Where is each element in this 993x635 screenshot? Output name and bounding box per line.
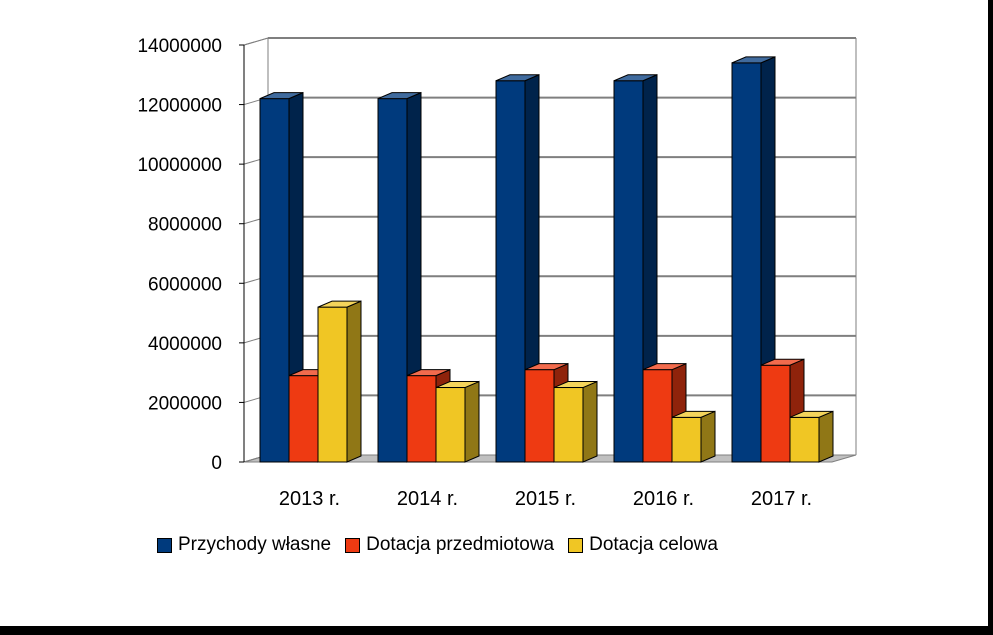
x-tick-label: 2016 r. <box>633 488 694 510</box>
legend-label: Dotacja celowa <box>589 534 718 555</box>
bar <box>731 62 762 463</box>
bar-top <box>524 363 569 371</box>
y-tick-label: 14000000 <box>137 36 222 57</box>
legend-swatch <box>568 537 584 553</box>
bar-top <box>435 381 480 389</box>
bar-top <box>642 363 687 371</box>
bar-top <box>613 74 658 82</box>
bar <box>524 369 555 463</box>
bar <box>642 369 673 463</box>
bar-side <box>818 410 834 463</box>
bar <box>495 80 526 463</box>
legend-item-dotacja-celowa: Dotacja celowa <box>568 534 718 556</box>
bar-top <box>731 56 776 64</box>
bar-top <box>377 92 422 100</box>
legend-label: Dotacja przedmiotowa <box>366 534 555 555</box>
x-tick-label: 2014 r. <box>397 488 458 510</box>
bar <box>259 98 290 463</box>
y-tick-label: 12000000 <box>137 96 222 117</box>
gridline-depth <box>243 37 269 46</box>
x-tick-label: 2013 r. <box>279 488 340 510</box>
x-tick-label: 2017 r. <box>751 488 812 510</box>
legend-item-przychody: Przychody własne <box>157 534 331 556</box>
bar <box>789 416 820 463</box>
y-tick-label: 6000000 <box>148 274 222 295</box>
bar-top <box>789 410 834 418</box>
legend: Przychody własne Dotacja przedmiotowa Do… <box>157 534 732 556</box>
y-tick-label: 4000000 <box>148 334 222 355</box>
y-tick-label: 8000000 <box>148 215 222 236</box>
y-tick-label: 0 <box>211 453 222 474</box>
legend-item-dotacja-przedmiotowa: Dotacja przedmiotowa <box>345 534 554 556</box>
bar-side <box>346 300 362 463</box>
bar <box>406 375 437 463</box>
bar <box>760 364 791 463</box>
bar-top <box>671 410 716 418</box>
bar <box>288 375 319 463</box>
legend-label: Przychody własne <box>178 534 332 555</box>
bar <box>553 387 584 463</box>
bar-top <box>760 358 805 366</box>
bar-top <box>259 92 304 100</box>
legend-swatch <box>345 537 361 553</box>
bar-top <box>495 74 540 82</box>
bar <box>613 80 644 463</box>
y-tick-label: 10000000 <box>137 155 222 176</box>
bar <box>435 387 466 463</box>
bar-side <box>582 380 598 463</box>
y-tick-label: 2000000 <box>148 393 222 414</box>
bar <box>671 416 702 463</box>
bar-top <box>553 381 598 389</box>
bar <box>377 98 408 463</box>
x-tick-label: 2015 r. <box>515 488 576 510</box>
bar-side <box>700 410 716 463</box>
bar <box>317 306 348 463</box>
bar-side <box>464 380 480 463</box>
legend-swatch <box>157 537 172 553</box>
bar-top <box>406 369 451 377</box>
bar-top <box>317 300 362 308</box>
